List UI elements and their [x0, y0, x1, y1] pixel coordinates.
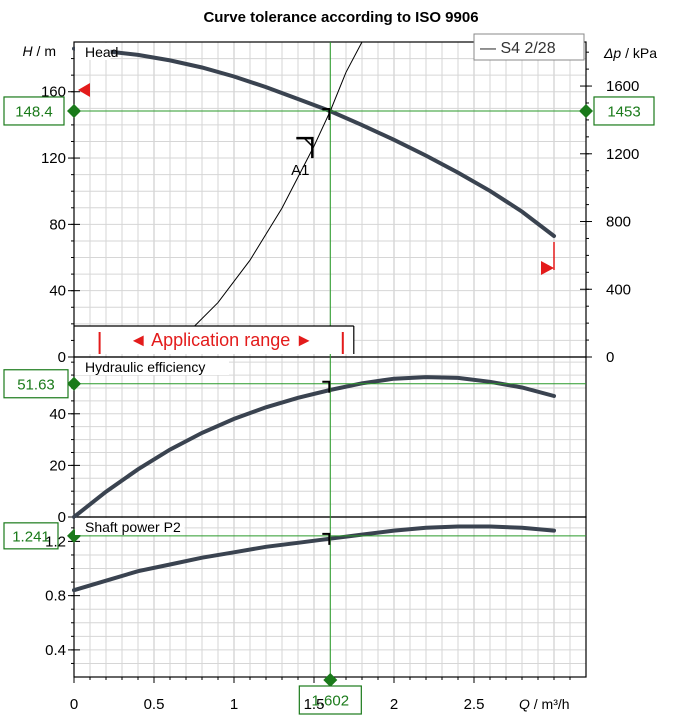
application-range-bg [75, 326, 354, 354]
a1-point-marker-diag [303, 137, 313, 147]
x-tick-label: 1.5 [304, 696, 325, 713]
head-marker-diamond [67, 103, 81, 118]
efficiency-y-tick-label: 0 [58, 509, 66, 526]
power-panel-title: Shaft power P2 [85, 519, 181, 535]
legend-box [473, 33, 585, 61]
power-curve [72, 524, 556, 593]
right-tick-label: 400 [606, 281, 631, 298]
head-y-tick-label: 80 [49, 216, 66, 233]
right-axis-label: Δp / kPa [603, 45, 657, 61]
head-y-tick-label: 120 [41, 150, 66, 167]
right-tick-label: 800 [606, 214, 631, 231]
efficiency-y-tick-label: 20 [49, 457, 66, 474]
a1-point-marker [296, 136, 314, 159]
system-curve [185, 41, 388, 335]
x-tick-label: 0 [70, 696, 78, 713]
x-tick-label: 1 [230, 696, 238, 713]
power-y-tick-label: 0.8 [45, 588, 66, 605]
head-panel-title: Head [85, 44, 118, 60]
efficiency-value-box [3, 369, 69, 399]
x-tick-label: 2 [390, 696, 398, 713]
head-title-bg [75, 43, 111, 60]
operating-point-tick [322, 532, 331, 545]
head-y-tick-label: 0 [58, 349, 66, 366]
q-marker-diamond [323, 673, 338, 687]
head-y-tick-label: 160 [41, 84, 66, 101]
pressure-value: 1453 [607, 103, 640, 120]
power-y-tick-label: 0.4 [45, 642, 66, 659]
q-value: 1.602 [312, 693, 350, 710]
efficiency-marker-diamond [67, 376, 81, 391]
power-value-box [3, 522, 59, 550]
power-y-tick-label: 1.2 [45, 533, 66, 550]
curves-layer [72, 41, 556, 593]
a1-point-label: A1 [291, 162, 309, 179]
right-tick-label: 1200 [606, 146, 639, 163]
head-value-box [3, 96, 65, 126]
axes-layer [68, 51, 592, 683]
y-axis-label: H / m [23, 43, 56, 59]
legend-entry: — S4 2/28 [480, 40, 556, 57]
head-curve [72, 46, 556, 238]
application-range-label: ◄ Application range ► [129, 330, 313, 350]
x-tick-label: 2.5 [464, 696, 485, 713]
operating-point-tick [322, 107, 331, 120]
q-value-box [298, 685, 362, 715]
head-y-tick-label: 40 [49, 283, 66, 300]
efficiency-y-tick-label: 40 [49, 406, 66, 423]
right-tick-label: 1600 [606, 78, 639, 95]
x-tick-label: 0.5 [144, 696, 165, 713]
efficiency-value: 51.63 [17, 376, 55, 393]
pressure-marker-diamond [579, 103, 593, 118]
head-value: 148.4 [15, 103, 53, 120]
efficiency-curve [72, 375, 556, 519]
right-tick-label: 0 [606, 349, 614, 366]
operating-point-tick [322, 380, 331, 393]
power-value: 1.241 [12, 528, 50, 545]
tolerance-marker-left [78, 83, 90, 97]
tolerance-marker-right [541, 261, 554, 275]
operating-point-layer: 148.4 1453 51.63 1.241 1.602 [3, 42, 655, 715]
x-axis-label: Q / m³/h [519, 696, 570, 712]
power-title-bg [75, 518, 185, 535]
efficiency-title-bg [75, 358, 229, 375]
efficiency-panel-title: Hydraulic efficiency [85, 359, 205, 375]
chart-title: Curve tolerance according to ISO 9906 [203, 9, 478, 26]
pressure-value-box [593, 96, 655, 126]
legend: — S4 2/28 [473, 33, 585, 61]
